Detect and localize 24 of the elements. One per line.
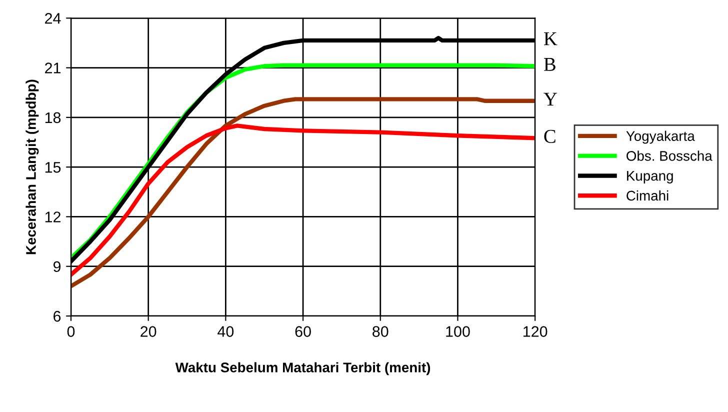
x-axis-title: Waktu Sebelum Matahari Terbit (menit) [175, 362, 430, 376]
legend-label: Cimahi [626, 190, 668, 201]
y-tick-label: 21 [45, 62, 61, 74]
x-tick-label: 80 [372, 326, 388, 337]
text: C [544, 130, 556, 143]
y-tick-label: 18 [45, 112, 61, 124]
y-axis-title: Kecerahan Langit (mpdbp) [26, 80, 39, 254]
legend-label: Yogyakarta [626, 130, 695, 144]
text: Y [544, 92, 557, 106]
x-tick-label: 100 [446, 326, 470, 337]
y-tick-label: 15 [45, 162, 61, 173]
x-tick-label: 40 [218, 326, 234, 337]
x-tick-label: 20 [140, 326, 156, 337]
y-tick-label: 12 [45, 212, 60, 222]
legend-label: Obs. Bosscha [626, 150, 712, 161]
y-tick-label: 9 [53, 261, 61, 272]
x-tick-label: 120 [524, 326, 548, 337]
legend-label: Kupang [627, 171, 673, 184]
y-tick-label: 24 [45, 12, 61, 24]
text: B [544, 58, 556, 71]
y-tick-label: 6 [54, 310, 61, 322]
x-tick-label: 0 [67, 326, 75, 337]
text: K [544, 32, 558, 46]
x-tick-label: 60 [295, 326, 311, 337]
